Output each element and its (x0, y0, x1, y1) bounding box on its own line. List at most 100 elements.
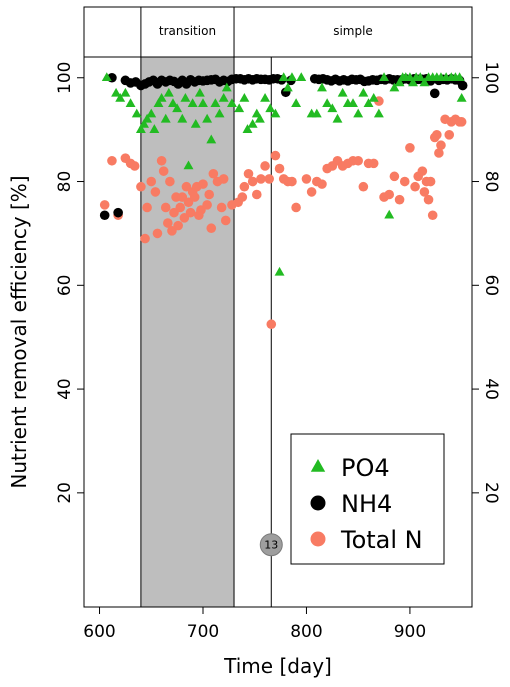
data-point (160, 113, 171, 123)
data-point (337, 87, 348, 97)
data-point (278, 72, 289, 82)
data-point (173, 220, 183, 231)
x-axis-label: Time [day] (223, 654, 332, 678)
data-point (111, 87, 122, 97)
data-point (399, 176, 410, 187)
data-point (454, 72, 465, 82)
data-point (202, 200, 212, 210)
data-point (139, 118, 149, 128)
data-point (206, 134, 217, 144)
data-point (129, 161, 140, 171)
legend-marker-po4 (310, 459, 326, 472)
data-point (220, 215, 231, 226)
data-point (202, 113, 213, 123)
data-point (410, 181, 420, 192)
data-point (216, 202, 227, 213)
data-point (187, 98, 198, 107)
data-point (237, 192, 248, 202)
data-point (306, 187, 317, 197)
data-point (427, 210, 438, 221)
data-point (99, 200, 110, 210)
data-point (177, 113, 188, 123)
data-point (113, 207, 123, 218)
data-point (405, 143, 415, 153)
marker-badge-label: 13 (264, 539, 278, 552)
data-point (270, 150, 281, 161)
data-point (227, 98, 237, 107)
data-point (429, 88, 440, 99)
data-point (415, 72, 426, 82)
data-point (274, 266, 285, 276)
x-tick-label: 700 (187, 622, 219, 642)
data-point (146, 108, 157, 118)
x-tick-label: 900 (394, 622, 426, 642)
data-point (373, 108, 384, 118)
data-point (322, 98, 333, 107)
series-total-n (99, 96, 467, 330)
data-point (206, 223, 217, 234)
axis-layer: transition simple 20 20 40 40 60 60 80 80 100 100 60… (7, 6, 501, 678)
data-point (163, 218, 173, 228)
data-point (218, 93, 229, 102)
legend-marker-nh4 (310, 495, 326, 511)
data-point (254, 113, 265, 123)
data-point (152, 228, 163, 239)
phase-layer (140, 57, 235, 607)
data-point (165, 176, 175, 187)
data-point (274, 163, 285, 174)
legend-label-total-n: Total N (340, 526, 423, 554)
data-point (247, 176, 258, 187)
data-point (150, 187, 161, 197)
data-point (417, 166, 428, 176)
data-point (456, 93, 467, 102)
data-point (175, 202, 186, 213)
data-point (436, 140, 446, 151)
data-point (291, 202, 301, 213)
data-point (101, 72, 112, 82)
data-point (358, 181, 369, 192)
data-point (456, 117, 467, 127)
data-point (172, 103, 183, 113)
y-tick-label-right: 80 (481, 171, 501, 193)
data-point (99, 210, 110, 221)
data-point (423, 194, 434, 205)
data-point (384, 189, 395, 200)
data-point (419, 187, 430, 197)
data-point (210, 98, 221, 107)
data-point (353, 108, 364, 118)
data-point (332, 113, 343, 123)
data-point (153, 98, 164, 107)
y-tick-label-left: 100 (55, 62, 75, 94)
data-point (301, 174, 312, 184)
data-point (156, 93, 167, 102)
data-point (432, 130, 442, 140)
data-point (149, 124, 160, 133)
data-point (265, 103, 276, 113)
y-tick-label-right: 60 (481, 274, 501, 296)
data-point (363, 98, 374, 107)
x-tick-label: 600 (83, 622, 115, 642)
y-tick-label-left: 60 (55, 274, 75, 296)
data-point (419, 77, 430, 87)
data-point (239, 93, 250, 102)
data-point (142, 113, 153, 123)
data-point (394, 194, 405, 205)
data-point (120, 87, 131, 97)
data-point (194, 87, 205, 97)
data-point (317, 179, 327, 189)
data-point (389, 171, 400, 182)
data-point (160, 202, 171, 213)
legend-marker-total-n (310, 531, 326, 547)
data-point (158, 166, 169, 176)
y-tick-label-left: 80 (55, 171, 75, 193)
plot-frame (83, 56, 473, 608)
data-point (190, 118, 201, 128)
data-point (198, 98, 208, 107)
data-point (311, 108, 322, 118)
data-point (282, 82, 293, 92)
series-po4 (101, 72, 467, 276)
data-point (107, 155, 117, 166)
data-point (264, 174, 275, 184)
y-axis-label: Nutrient removal efficiency [%] (7, 175, 31, 488)
y-tick-label-right: 40 (481, 378, 501, 400)
